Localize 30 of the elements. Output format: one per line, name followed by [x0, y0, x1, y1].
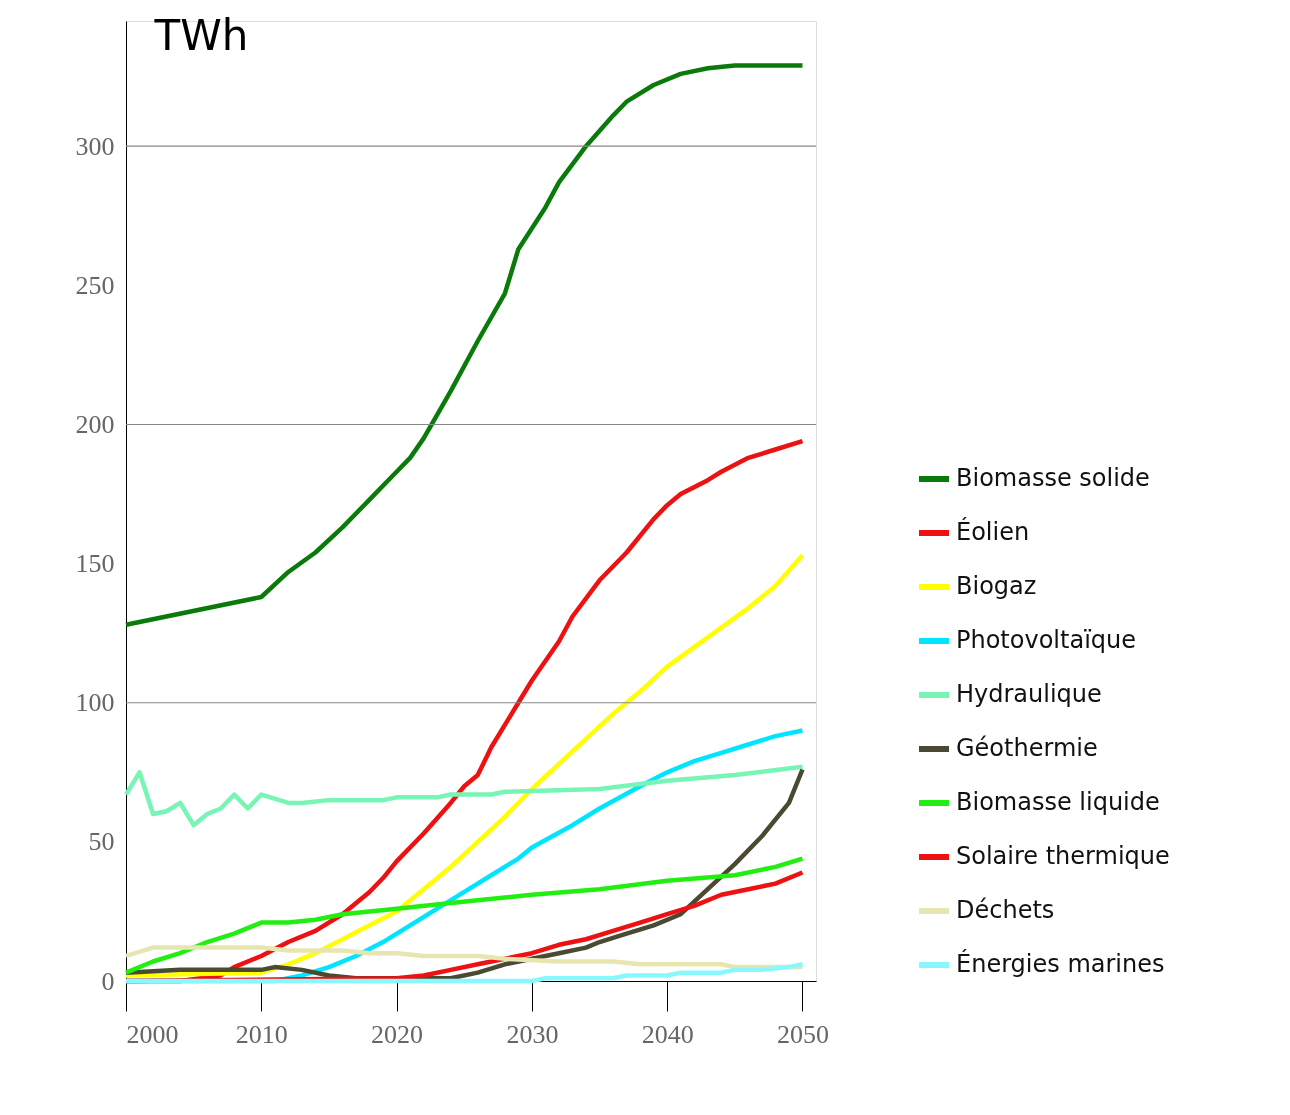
legend-label: Solaire thermique — [956, 842, 1170, 870]
legend-label: Déchets — [956, 896, 1055, 924]
y-tick-label: 0 — [101, 966, 115, 996]
legend-label: Éolien — [956, 517, 1030, 546]
x-tick-label: 2040 — [641, 1019, 694, 1049]
y-tick-label: 250 — [75, 270, 115, 300]
legend-label: Géothermie — [956, 734, 1098, 762]
line-series — [123, 63, 805, 628]
x-tick-label: 2010 — [235, 1019, 288, 1049]
y-tick-label: 100 — [75, 688, 115, 718]
legend-label: Photovoltaïque — [956, 626, 1137, 654]
line-series — [123, 553, 805, 978]
line-series — [123, 945, 805, 970]
x-tick-label: 2000 — [126, 1019, 179, 1049]
y-tick-label: 50 — [88, 827, 115, 857]
y-tick-label: 150 — [75, 549, 115, 579]
line-series — [123, 962, 805, 984]
y-tick-label: 300 — [75, 131, 115, 161]
y-axis-title: TWh — [153, 10, 249, 60]
y-tick-label: 200 — [75, 409, 115, 439]
legend-label: Biomasse liquide — [956, 788, 1160, 816]
x-tick-label: 2020 — [371, 1019, 424, 1049]
x-tick-label: 2050 — [776, 1019, 829, 1049]
legend-label: Biogaz — [956, 572, 1037, 600]
line-series — [123, 856, 805, 975]
line-series — [123, 764, 805, 828]
x-tick-label: 2030 — [506, 1019, 559, 1049]
legend-label: Biomasse solide — [956, 464, 1150, 492]
legend-label: Hydraulique — [956, 680, 1102, 708]
legend-label: Énergies marines — [956, 949, 1165, 978]
